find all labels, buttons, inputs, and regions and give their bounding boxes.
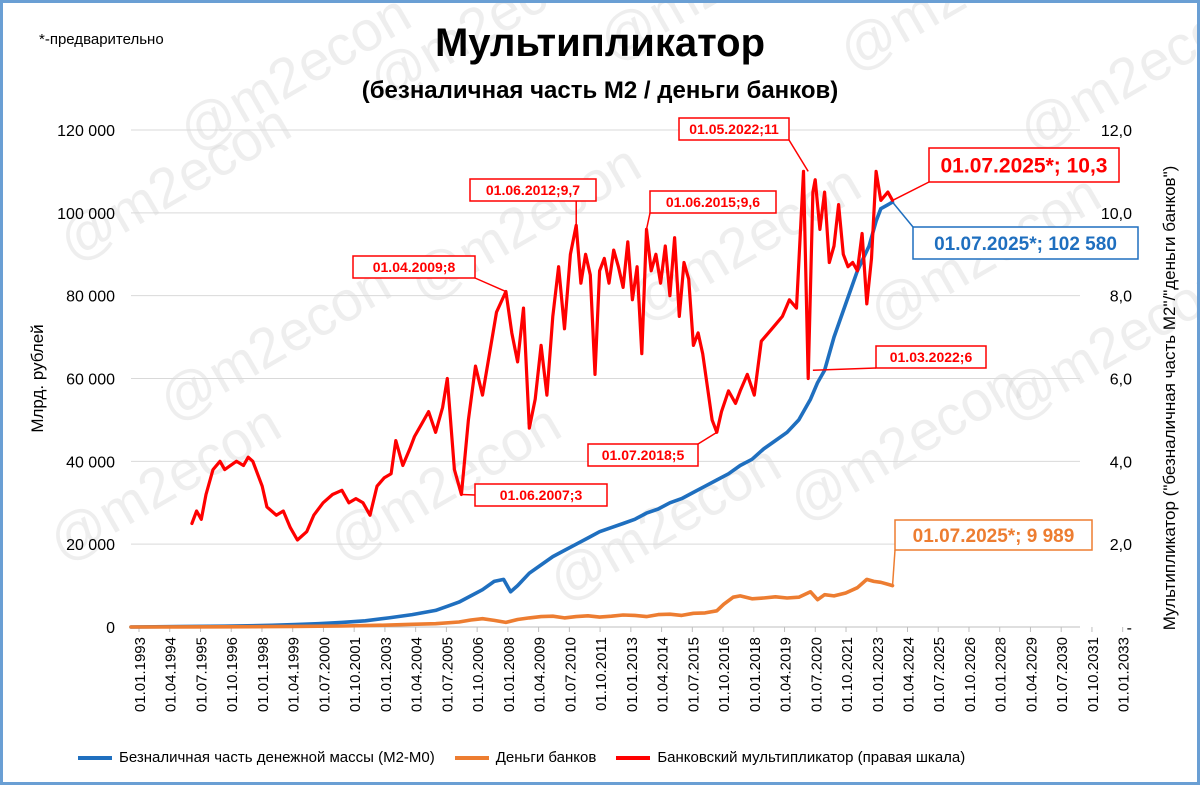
x-tick-label: 01.10.2026 bbox=[962, 637, 979, 712]
legend-swatch-banks bbox=[454, 755, 489, 760]
legend: Безналичная часть денежной массы (М2-М0)… bbox=[78, 749, 985, 766]
x-tick-label: 01.01.2013 bbox=[624, 637, 641, 712]
annotation-leader-aBanks bbox=[891, 549, 896, 586]
y-tick-label: 100 000 bbox=[57, 206, 115, 223]
legend-swatch-m2 bbox=[78, 755, 112, 760]
legend-item-multiplier: Банковский мультипликатор (правая шкала) bbox=[616, 749, 965, 766]
x-tick-label: 01.07.2005 bbox=[439, 637, 456, 712]
annotation-box-a2015 bbox=[649, 190, 777, 214]
x-tick-label: 01.04.2004 bbox=[409, 637, 426, 712]
x-tick-label: 01.04.1999 bbox=[286, 637, 303, 712]
annotation-label-a2018: 01.07.2018;5 bbox=[602, 447, 685, 463]
y2-tick-label: 12,0 bbox=[1101, 123, 1132, 140]
x-tick-label: 01.07.2025 bbox=[931, 637, 948, 712]
x-tick-label: 01.04.2029 bbox=[1023, 637, 1040, 712]
watermark-text: @m2econ bbox=[618, 151, 871, 334]
annotation-label-a2012: 01.06.2012;9,7 bbox=[486, 182, 580, 198]
x-tick-label: 01.01.1998 bbox=[255, 637, 272, 712]
y2-tick-label: 10,0 bbox=[1101, 206, 1132, 223]
x-tick-label: 01.01.2003 bbox=[378, 637, 395, 712]
y2-tick-label: 8,0 bbox=[1110, 289, 1132, 306]
x-tick-label: 01.01.2033 bbox=[1116, 637, 1133, 712]
x-tick-label: 01.10.2011 bbox=[593, 637, 610, 711]
x-tick-label: 01.04.2019 bbox=[778, 637, 795, 712]
annotation-label-aM2: 01.07.2025*; 102 580 bbox=[934, 234, 1117, 255]
y-tick-label: 40 000 bbox=[66, 454, 115, 471]
annotation-leader-aM2 bbox=[891, 201, 914, 228]
legend-item-banks: Деньги банков bbox=[454, 749, 597, 766]
x-tick-label: 01.07.2030 bbox=[1054, 637, 1071, 712]
x-tick-label: 01.07.1995 bbox=[193, 637, 210, 712]
chart-subtitle: (безналичная часть М2 / деньги банков) bbox=[361, 77, 839, 104]
x-tick-label: 01.01.2018 bbox=[747, 637, 764, 712]
x-tick-label: 01.04.2014 bbox=[655, 637, 672, 712]
x-tick-label: 01.10.2021 bbox=[839, 637, 856, 712]
y2-tick-label: 2,0 bbox=[1110, 537, 1132, 554]
preliminary-note: *-предварительно bbox=[39, 31, 164, 48]
annotation-box-aM2 bbox=[912, 226, 1139, 260]
y-tick-label: 80 000 bbox=[66, 289, 115, 306]
annotation-leader-aMult bbox=[892, 181, 930, 202]
legend-swatch-multiplier bbox=[616, 755, 651, 760]
y-axis-title: Млрд. рублей bbox=[28, 324, 47, 432]
annotation-leader-a2022may bbox=[788, 139, 809, 172]
x-tick-label: 01.01.2023 bbox=[870, 637, 887, 712]
series-multiplier-line bbox=[190, 169, 895, 542]
annotation-label-aBanks: 01.07.2025*; 9 989 bbox=[913, 526, 1075, 547]
x-tick-label: 01.10.2006 bbox=[470, 637, 487, 712]
annotation-box-aBanks bbox=[894, 519, 1093, 551]
annotation-label-aMult: 01.07.2025*; 10,3 bbox=[941, 155, 1108, 178]
y-tick-label: 120 000 bbox=[57, 123, 115, 140]
x-tick-label: 01.04.2024 bbox=[901, 637, 918, 712]
series-banks-line bbox=[129, 577, 895, 629]
y2-tick-label: 4,0 bbox=[1110, 454, 1132, 471]
legend-label-multiplier: Банковский мультипликатор (правая шкала) bbox=[657, 749, 966, 766]
x-tick-label: 01.07.2015 bbox=[685, 637, 702, 712]
x-tick-label: 01.01.2008 bbox=[501, 637, 518, 712]
annotation-box-a2007 bbox=[474, 483, 608, 507]
x-tick-label: 01.10.2001 bbox=[347, 637, 364, 712]
annotation-box-a2009 bbox=[352, 255, 476, 279]
legend-label-banks: Деньги банков bbox=[495, 749, 597, 766]
x-tick-label: 01.07.2020 bbox=[808, 637, 825, 712]
watermark-text: @m2econ bbox=[398, 131, 651, 314]
annotation-leader-a2018 bbox=[697, 431, 718, 445]
annotation-label-a2009: 01.04.2009;8 bbox=[373, 259, 456, 275]
x-tick-label: 01.07.2010 bbox=[562, 637, 579, 712]
annotation-box-a2022mar bbox=[875, 345, 987, 369]
legend-label-m2: Безналичная часть денежной массы (М2-М0) bbox=[119, 749, 435, 766]
y-tick-label: 0 bbox=[106, 620, 115, 637]
y2-tick-label: - bbox=[1127, 620, 1132, 637]
annotation-label-a2022may: 01.05.2022;11 bbox=[689, 121, 779, 137]
y2-tick-label: 6,0 bbox=[1110, 372, 1132, 389]
annotation-box-a2012 bbox=[469, 178, 597, 202]
x-tick-label: 01.07.2000 bbox=[316, 637, 333, 712]
annotation-label-a2007: 01.06.2007;3 bbox=[500, 487, 583, 503]
x-tick-label: 01.10.2016 bbox=[716, 637, 733, 712]
annotation-box-a2022may bbox=[678, 117, 790, 141]
annotation-leader-a2007 bbox=[461, 493, 476, 496]
legend-item-m2: Безналичная часть денежной массы (М2-М0) bbox=[78, 749, 435, 766]
x-tick-label: 01.04.2009 bbox=[532, 637, 549, 712]
multiplier-chart: @m2econ@m2econ@m2econ @m2econ@m2econ@m2ec… bbox=[28, 3, 1197, 712]
y2-axis-title: Мультипликатор ("безналичная часть М2"/"… bbox=[1160, 166, 1179, 631]
annotation-leader-a2009 bbox=[474, 277, 507, 293]
chart-title: Мультипликатор bbox=[434, 21, 766, 65]
annotation-box-aMult bbox=[928, 147, 1120, 183]
x-tick-label: 01.01.2028 bbox=[993, 637, 1010, 712]
y-tick-label: 20 000 bbox=[66, 537, 115, 554]
annotation-box-a2018 bbox=[587, 443, 699, 467]
annotation-label-a2015: 01.06.2015;9,6 bbox=[666, 194, 760, 210]
series-m2-line bbox=[129, 200, 895, 629]
x-tick-label: 01.04.1994 bbox=[163, 637, 180, 712]
annotation-leader-a2022mar bbox=[812, 367, 877, 371]
annotation-leader-a2015 bbox=[645, 212, 651, 230]
x-tick-label: 01.01.1993 bbox=[132, 637, 149, 712]
x-tick-label: 01.10.2031 bbox=[1085, 637, 1102, 712]
y-tick-label: 60 000 bbox=[66, 372, 115, 389]
annotation-label-a2022mar: 01.03.2022;6 bbox=[890, 349, 973, 365]
x-tick-label: 01.10.1996 bbox=[224, 637, 241, 712]
